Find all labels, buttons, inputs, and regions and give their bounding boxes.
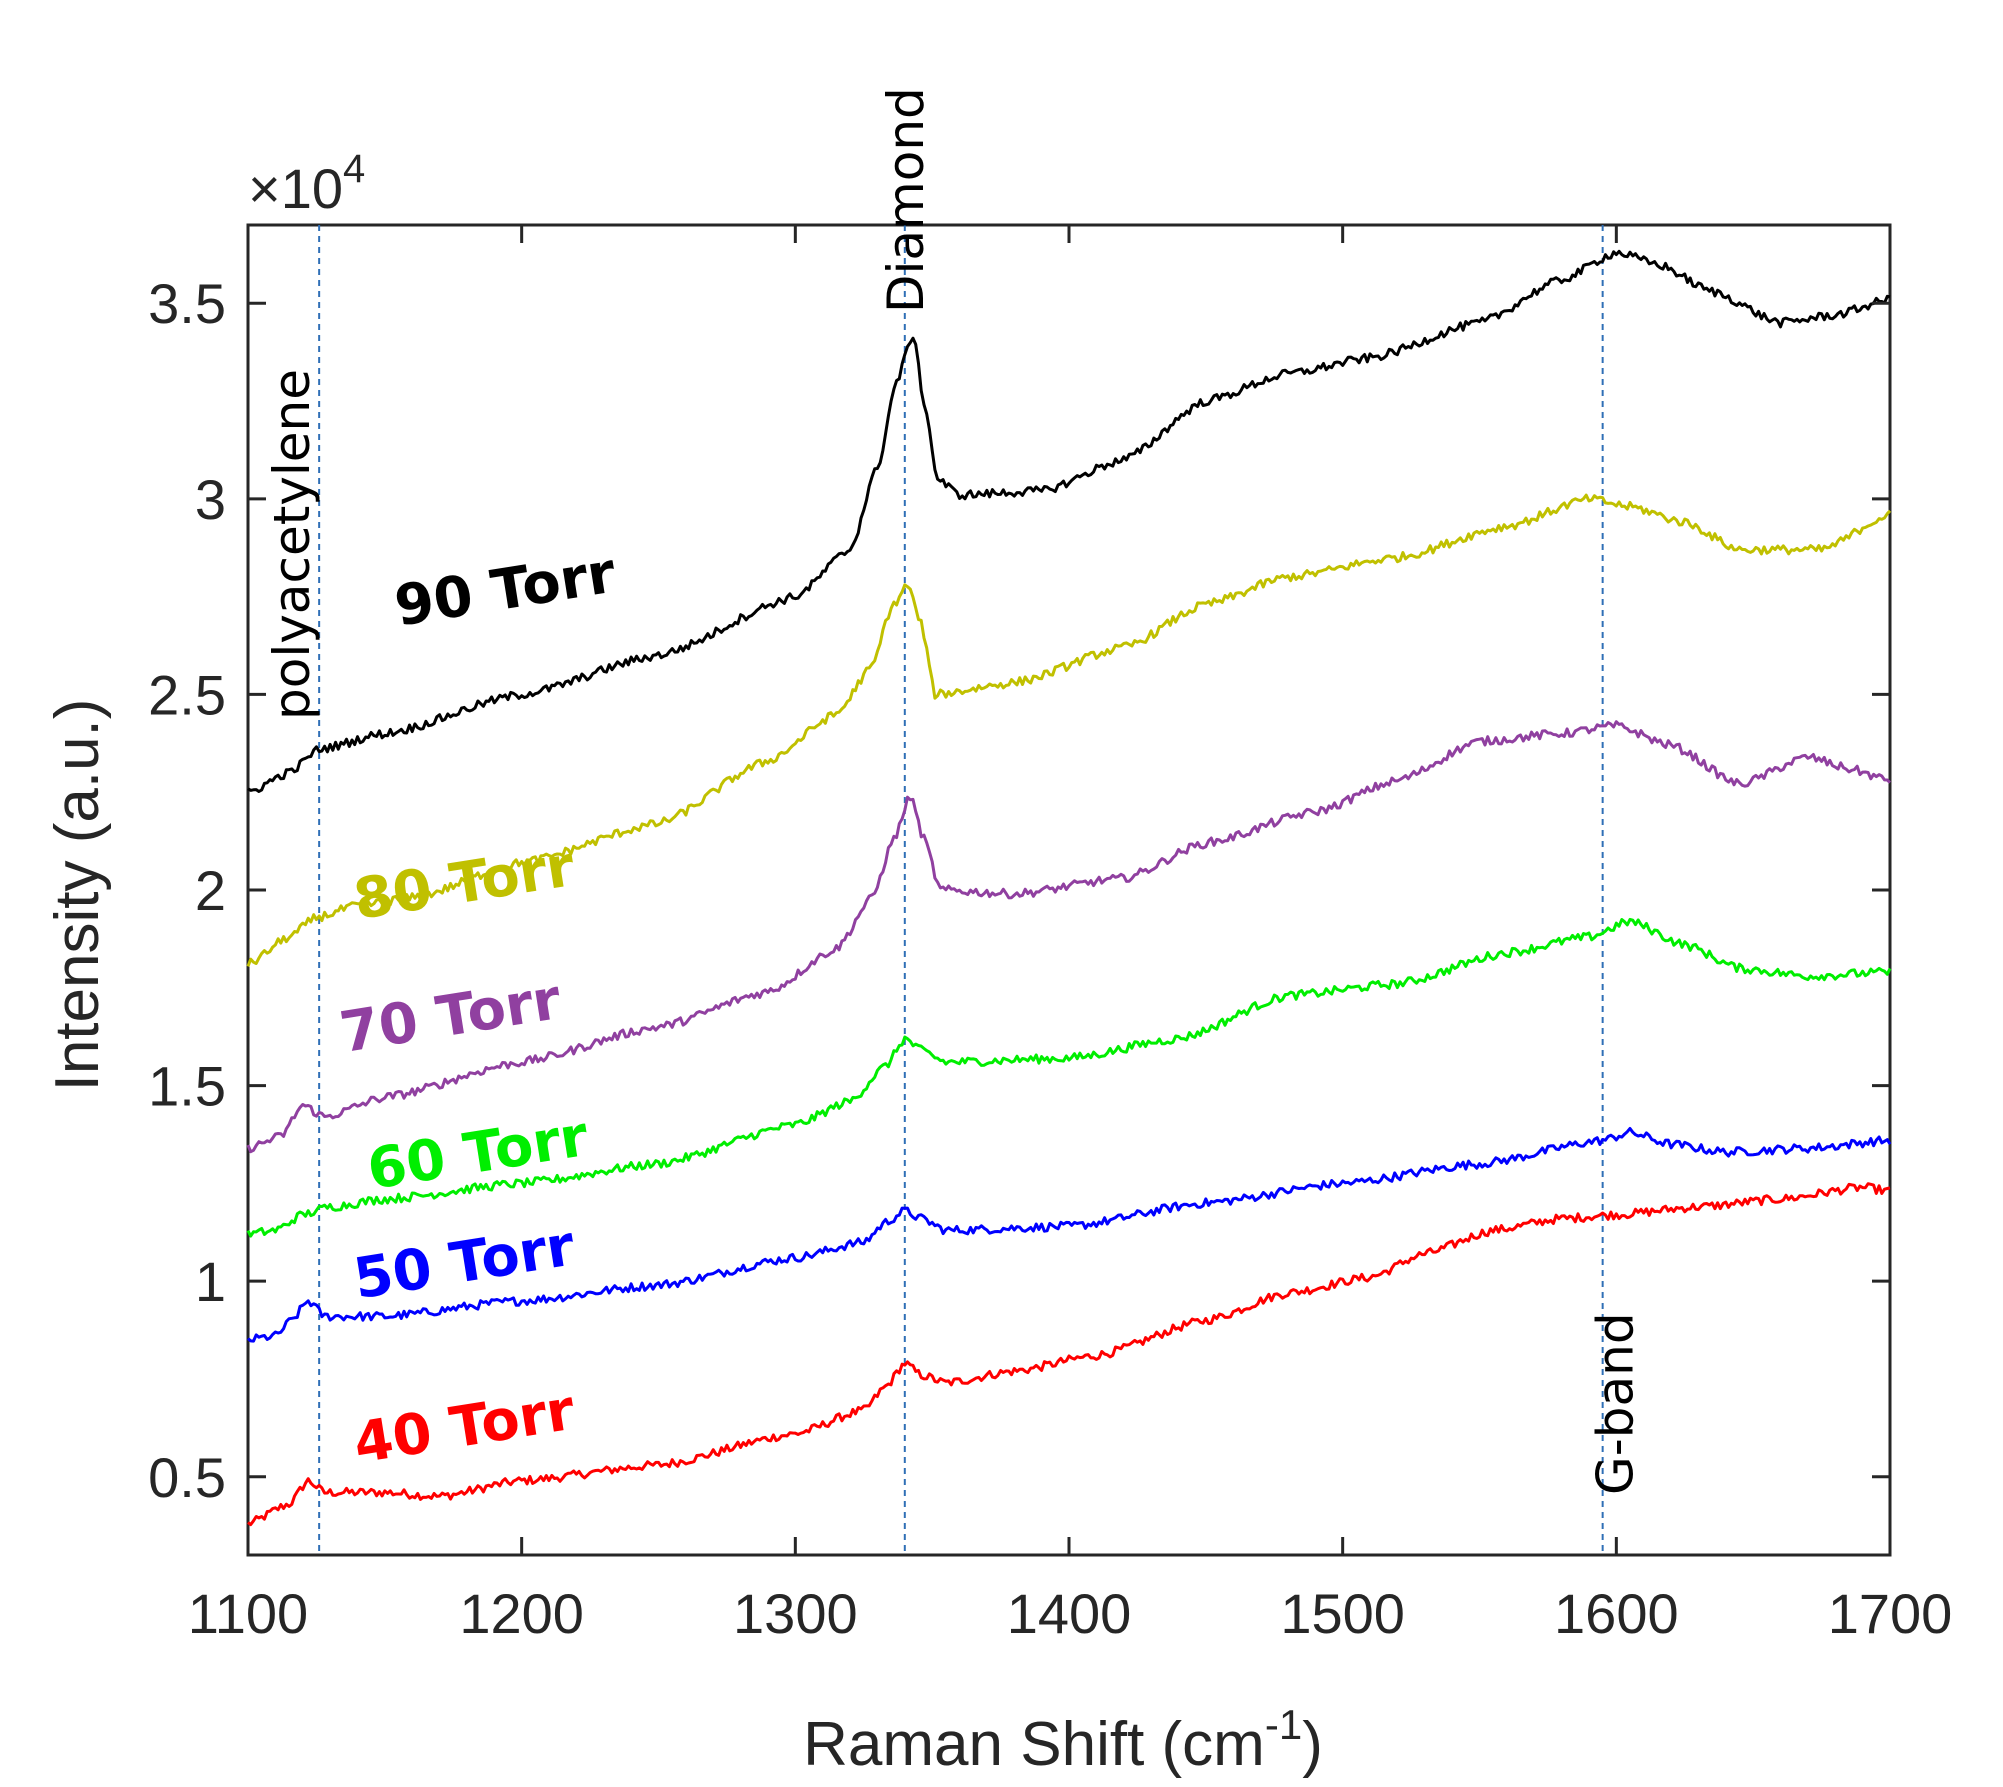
series-line-40-torr (247, 1182, 1891, 1527)
series-line-80-torr (246, 493, 1892, 967)
y-axis-label: Intensity (a.u.) (43, 699, 112, 1092)
y-axis-ticks: 0.5 1 1.5 2 2.5 3 3.5 (148, 272, 1890, 1509)
series-label-80-torr: 80 Torr (349, 834, 579, 933)
x-tick-label: 1100 (188, 1582, 308, 1645)
reference-label-diamond: Diamond (877, 87, 935, 313)
series-label-70-torr: 70 Torr (336, 967, 566, 1066)
y-tick-label: 3 (195, 468, 226, 531)
reference-label-polyacetylene: polyacetylene (263, 369, 321, 720)
reference-labels: polyacetylene Diamond G-band (263, 87, 1644, 1495)
y-tick-label: 2.5 (148, 663, 226, 726)
y-tick-label: 1 (195, 1250, 226, 1313)
x-tick-label: 1600 (1554, 1582, 1679, 1645)
series-line-50-torr (247, 1127, 1892, 1343)
series-label-40-torr: 40 Torr (349, 1378, 579, 1477)
y-exponent-label: ×104 (248, 147, 365, 220)
series-line-90-torr (247, 249, 1891, 793)
x-tick-label: 1300 (733, 1582, 858, 1645)
x-tick-label: 1200 (459, 1582, 584, 1645)
y-tick-label: 2 (195, 859, 226, 922)
y-tick-label: 1.5 (148, 1055, 226, 1118)
x-tick-label: 1500 (1280, 1582, 1405, 1645)
y-tick-label: 0.5 (148, 1446, 226, 1509)
series-label-90-torr: 90 Torr (390, 541, 620, 640)
reference-label-g-band: G-band (1587, 1312, 1645, 1495)
y-tick-label: 3.5 (148, 272, 226, 335)
x-tick-label: 1400 (1007, 1582, 1132, 1645)
series-line-70-torr (246, 720, 1892, 1154)
series-layer (246, 249, 1892, 1527)
reference-lines (318, 225, 1604, 1555)
x-axis-label: Raman Shift (cm-1) (803, 1701, 1323, 1779)
x-axis-ticks: 1100 1200 1300 1400 1500 1600 1700 (188, 225, 1953, 1645)
x-tick-label: 1700 (1828, 1582, 1953, 1645)
series-line-60-torr (246, 917, 1892, 1238)
